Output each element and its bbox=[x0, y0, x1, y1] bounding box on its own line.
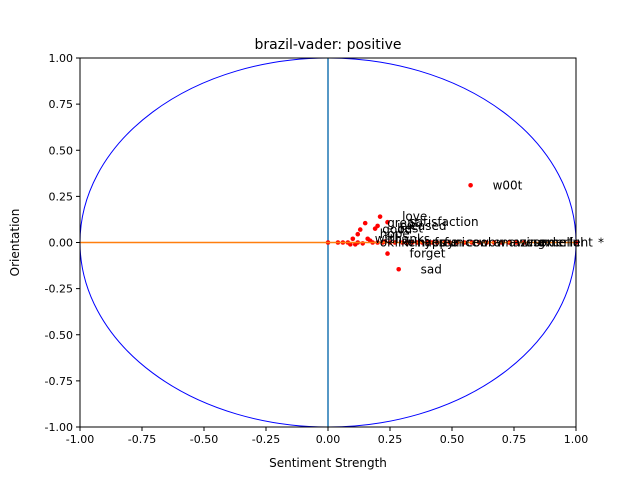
data-point bbox=[468, 183, 473, 188]
data-point bbox=[385, 251, 390, 256]
x-tick-label: 1.00 bbox=[564, 433, 589, 446]
x-tick-label: 0.75 bbox=[502, 433, 527, 446]
x-tick-label: -0.50 bbox=[190, 433, 218, 446]
data-point bbox=[385, 219, 390, 225]
point-label: excellent bbox=[538, 236, 593, 250]
point-label: nice bbox=[454, 236, 479, 250]
point-label: satisfaction bbox=[410, 215, 479, 229]
data-point bbox=[365, 236, 370, 242]
x-tick-label: 0.00 bbox=[316, 433, 341, 446]
point-label: fun bbox=[444, 236, 463, 250]
y-tick-label: -1.00 bbox=[45, 421, 73, 434]
point-label: well bbox=[375, 232, 399, 246]
data-point bbox=[396, 266, 401, 272]
x-tick-label: -0.25 bbox=[252, 433, 280, 446]
y-axis-label: Orientation bbox=[8, 209, 22, 277]
data-point bbox=[357, 227, 363, 232]
point-label: forget bbox=[410, 247, 446, 261]
point-label: win bbox=[405, 236, 426, 250]
x-tick-label: -1.00 bbox=[66, 433, 94, 446]
point-label: free bbox=[434, 236, 458, 250]
data-point bbox=[350, 236, 356, 242]
y-tick-label: 0.50 bbox=[49, 144, 74, 157]
x-tick-label: 0.50 bbox=[440, 433, 465, 446]
point-label: thanks bbox=[390, 232, 430, 246]
point-label: wow bbox=[479, 236, 506, 250]
data-point bbox=[362, 220, 368, 226]
point-label: * bbox=[598, 236, 604, 250]
point-label: wonderful bbox=[524, 236, 584, 250]
data-point bbox=[377, 214, 383, 219]
point-label: ok bbox=[380, 236, 394, 250]
plot-area: w00t lovesatisfactiongreatpleasedbestgood… bbox=[79, 57, 604, 428]
x-axis-label: Sentiment Strength bbox=[269, 456, 387, 470]
y-tick-label: -0.50 bbox=[45, 329, 73, 342]
point-label: good bbox=[382, 223, 412, 237]
x-tick-label: -0.75 bbox=[128, 433, 156, 446]
point-label: happy bbox=[417, 236, 454, 250]
point-label: pleased bbox=[400, 219, 447, 233]
point-label: cool bbox=[467, 236, 492, 250]
point-label: great bbox=[387, 216, 419, 230]
y-tick-label: 0.25 bbox=[49, 190, 74, 203]
chart-title: brazil-vader: positive bbox=[255, 37, 402, 53]
y-axis-ticks: -1.00 -0.75 -0.50 -0.25 0.00 0.25 0.50 0.75 1.00 bbox=[45, 52, 80, 434]
point-label: w00t bbox=[493, 178, 523, 192]
x-axis-ticks: -1.00 -0.75 -0.50 -0.25 0.00 0.25 0.50 0.75 1.00 bbox=[66, 427, 588, 446]
point-label: best bbox=[397, 222, 423, 236]
point-label: hope bbox=[380, 227, 410, 241]
point-label: love bbox=[402, 210, 427, 224]
y-tick-label: 0.00 bbox=[49, 237, 74, 250]
point-label: like bbox=[395, 236, 416, 250]
x-tick-label: 0.25 bbox=[378, 433, 403, 446]
y-tick-label: -0.25 bbox=[45, 283, 73, 296]
point-label: awesome bbox=[509, 236, 566, 250]
point-label: yes bbox=[424, 236, 445, 250]
y-tick-label: 0.75 bbox=[49, 98, 74, 111]
point-label: amazing bbox=[494, 236, 545, 250]
data-point bbox=[372, 226, 378, 231]
y-tick-label: 1.00 bbox=[49, 52, 74, 65]
data-point bbox=[355, 231, 361, 237]
point-label: sad bbox=[421, 262, 442, 276]
y-tick-label: -0.75 bbox=[45, 375, 73, 388]
